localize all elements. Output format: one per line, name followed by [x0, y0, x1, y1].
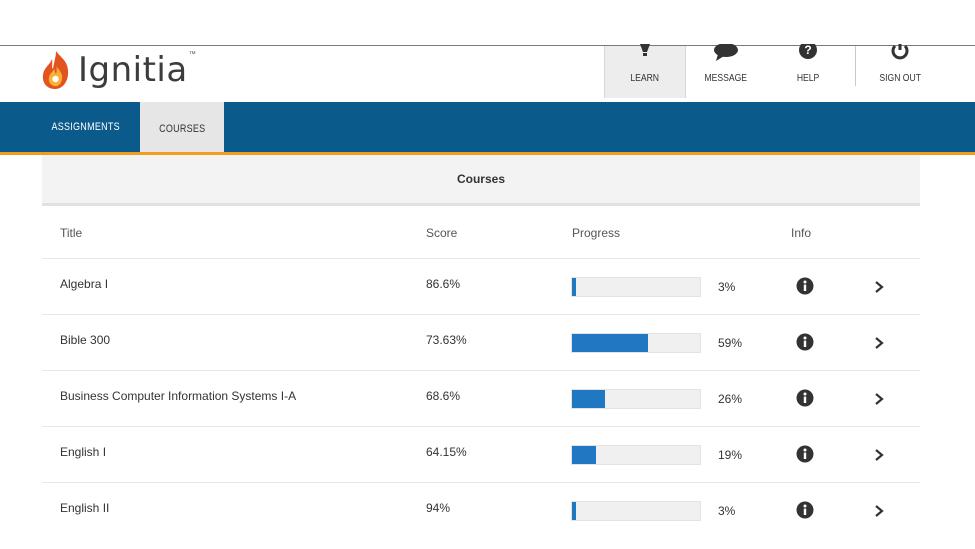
- progress-percent: 26%: [718, 392, 743, 406]
- flame-logo-icon: [42, 51, 69, 89]
- progress-percent: 59%: [718, 336, 743, 350]
- column-header-progress: Progress: [572, 226, 621, 240]
- nav-message-label: MESSAGE: [704, 73, 748, 84]
- chevron-right-icon[interactable]: [872, 391, 886, 407]
- lightbulb-icon: [640, 44, 650, 56]
- courses-panel-header: Courses: [42, 155, 920, 206]
- column-header-info: Info: [791, 226, 812, 240]
- tab-assignments[interactable]: ASSIGNMENTS: [40, 102, 132, 152]
- table-row[interactable]: Bible 300 73.63% 59%: [42, 314, 920, 370]
- progress-bar: [571, 333, 701, 353]
- course-score: 94%: [426, 501, 451, 515]
- nav-sign-out-label: SIGN OUT: [879, 73, 921, 84]
- course-score: 68.6%: [426, 389, 461, 403]
- logo-trademark: ™: [188, 50, 196, 58]
- tab-assignments-label: ASSIGNMENTS: [51, 121, 121, 133]
- info-icon[interactable]: [796, 333, 814, 351]
- progress-fill: [572, 390, 606, 408]
- nav-separator: [855, 46, 856, 86]
- nav-message-button[interactable]: MESSAGE: [686, 44, 766, 98]
- course-title: Algebra I: [60, 277, 109, 291]
- column-header-title: Title: [60, 226, 83, 240]
- nav-help-button[interactable]: ? HELP: [770, 44, 846, 98]
- course-title: Bible 300: [60, 333, 111, 347]
- course-title: Business Computer Information Systems I-…: [60, 389, 297, 403]
- info-icon[interactable]: [796, 389, 814, 407]
- tab-courses-label: COURSES: [158, 122, 206, 135]
- nav-help-label: HELP: [796, 73, 820, 84]
- power-icon: [891, 44, 909, 60]
- progress-fill: [572, 446, 597, 464]
- svg-text:?: ?: [804, 44, 811, 57]
- course-title: English I: [60, 445, 107, 459]
- progress-fill: [572, 502, 576, 520]
- panel-title: Courses: [456, 172, 506, 186]
- progress-percent: 3%: [718, 280, 736, 294]
- progress-percent: 19%: [718, 448, 743, 462]
- progress-fill: [572, 334, 648, 352]
- info-icon[interactable]: [796, 445, 814, 463]
- chevron-right-icon[interactable]: [872, 503, 886, 519]
- course-score: 73.63%: [426, 333, 467, 347]
- nav-learn-label: LEARN: [630, 73, 660, 84]
- progress-bar: [571, 501, 701, 521]
- logo-wordmark: Ignitia: [78, 50, 188, 90]
- chat-bubble-icon: [714, 44, 738, 61]
- nav-learn-button[interactable]: LEARN: [604, 44, 686, 98]
- table-row[interactable]: English I 64.15% 19%: [42, 426, 920, 482]
- question-circle-icon: ?: [799, 44, 817, 59]
- top-divider: [0, 45, 975, 46]
- table-row[interactable]: English II 94% 3%: [42, 482, 920, 538]
- progress-bar: [571, 277, 701, 297]
- course-score: 86.6%: [426, 277, 461, 291]
- progress-bar: [571, 389, 701, 409]
- chevron-right-icon[interactable]: [872, 279, 886, 295]
- nav-sign-out-button[interactable]: SIGN OUT: [860, 44, 940, 98]
- info-icon[interactable]: [796, 501, 814, 519]
- accent-line: [0, 152, 975, 155]
- progress-fill: [572, 278, 576, 296]
- ignitia-logo[interactable]: Ignitia ™: [40, 46, 196, 94]
- table-row[interactable]: Algebra I 86.6% 3%: [42, 258, 920, 314]
- course-score: 64.15%: [426, 445, 467, 459]
- progress-percent: 3%: [718, 504, 736, 518]
- course-title: English II: [60, 501, 110, 515]
- progress-bar: [571, 445, 701, 465]
- info-icon[interactable]: [796, 277, 814, 295]
- column-header-score: Score: [426, 226, 458, 240]
- table-row[interactable]: Business Computer Information Systems I-…: [42, 370, 920, 426]
- tab-courses[interactable]: COURSES: [140, 102, 224, 155]
- chevron-right-icon[interactable]: [872, 335, 886, 351]
- app-header: Ignitia ™ LEARN MESSAGE ? HELP SIGN OUT: [0, 44, 975, 100]
- chevron-right-icon[interactable]: [872, 447, 886, 463]
